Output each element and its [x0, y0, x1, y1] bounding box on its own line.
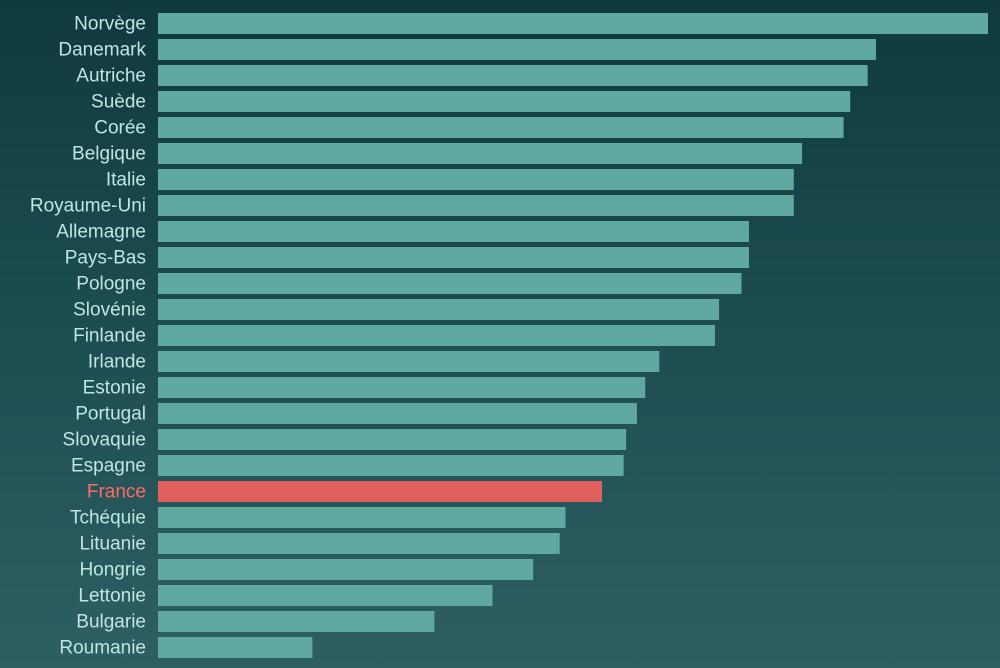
bar-irlande	[158, 351, 660, 372]
bar-suede	[158, 91, 851, 112]
category-label-slovenie: Slovénie	[73, 300, 146, 321]
category-label-lettonie: Lettonie	[78, 586, 146, 607]
category-label-pays-bas: Pays-Bas	[65, 248, 146, 269]
bar-hongrie	[158, 559, 534, 580]
category-label-hongrie: Hongrie	[79, 560, 146, 581]
bar-roumanie	[158, 637, 313, 658]
category-label-estonie: Estonie	[83, 378, 146, 399]
category-label-suede: Suède	[91, 92, 146, 113]
bars-group	[158, 13, 988, 658]
bar-lettonie	[158, 585, 493, 606]
bar-espagne	[158, 455, 624, 476]
category-label-slovaquie: Slovaquie	[63, 430, 146, 451]
category-label-roumanie: Roumanie	[59, 638, 146, 659]
bar-royaume-uni	[158, 195, 794, 216]
bar-slovaquie	[158, 429, 627, 450]
category-label-france: France	[87, 482, 146, 503]
category-label-finlande: Finlande	[73, 326, 146, 347]
category-label-tchequie: Tchéquie	[70, 508, 146, 529]
bar-danemark	[158, 39, 876, 60]
bar-bulgarie	[158, 611, 435, 632]
category-label-danemark: Danemark	[58, 40, 146, 61]
category-label-espagne: Espagne	[71, 456, 146, 477]
bar-finlande	[158, 325, 715, 346]
category-label-allemagne: Allemagne	[56, 222, 146, 243]
category-label-italie: Italie	[106, 170, 146, 191]
category-label-lituanie: Lituanie	[79, 534, 146, 555]
bar-slovenie	[158, 299, 720, 320]
bar-coree	[158, 117, 844, 138]
bar-allemagne	[158, 221, 749, 242]
bar-lituanie	[158, 533, 560, 554]
category-label-pologne: Pologne	[76, 274, 146, 295]
category-label-irlande: Irlande	[88, 352, 146, 373]
category-labels: Norvège Danemark Autriche Suède Corée Belgiqu…	[30, 14, 147, 659]
category-label-portugal: Portugal	[75, 404, 146, 425]
category-label-coree: Corée	[94, 118, 146, 139]
category-label-belgique: Belgique	[72, 144, 146, 165]
bar-belgique	[158, 143, 803, 164]
category-label-autriche: Autriche	[76, 66, 146, 87]
category-label-royaume-uni: Royaume-Uni	[30, 196, 146, 217]
category-label-bulgarie: Bulgarie	[76, 612, 146, 633]
bar-autriche	[158, 65, 868, 86]
bar-france	[158, 481, 603, 502]
category-label-norvege: Norvège	[74, 14, 146, 35]
bar-pays-bas	[158, 247, 749, 268]
bar-italie	[158, 169, 794, 190]
bar-norvege	[158, 13, 988, 34]
bar-pologne	[158, 273, 742, 294]
bar-tchequie	[158, 507, 566, 528]
bar-portugal	[158, 403, 637, 424]
bar-estonie	[158, 377, 646, 398]
